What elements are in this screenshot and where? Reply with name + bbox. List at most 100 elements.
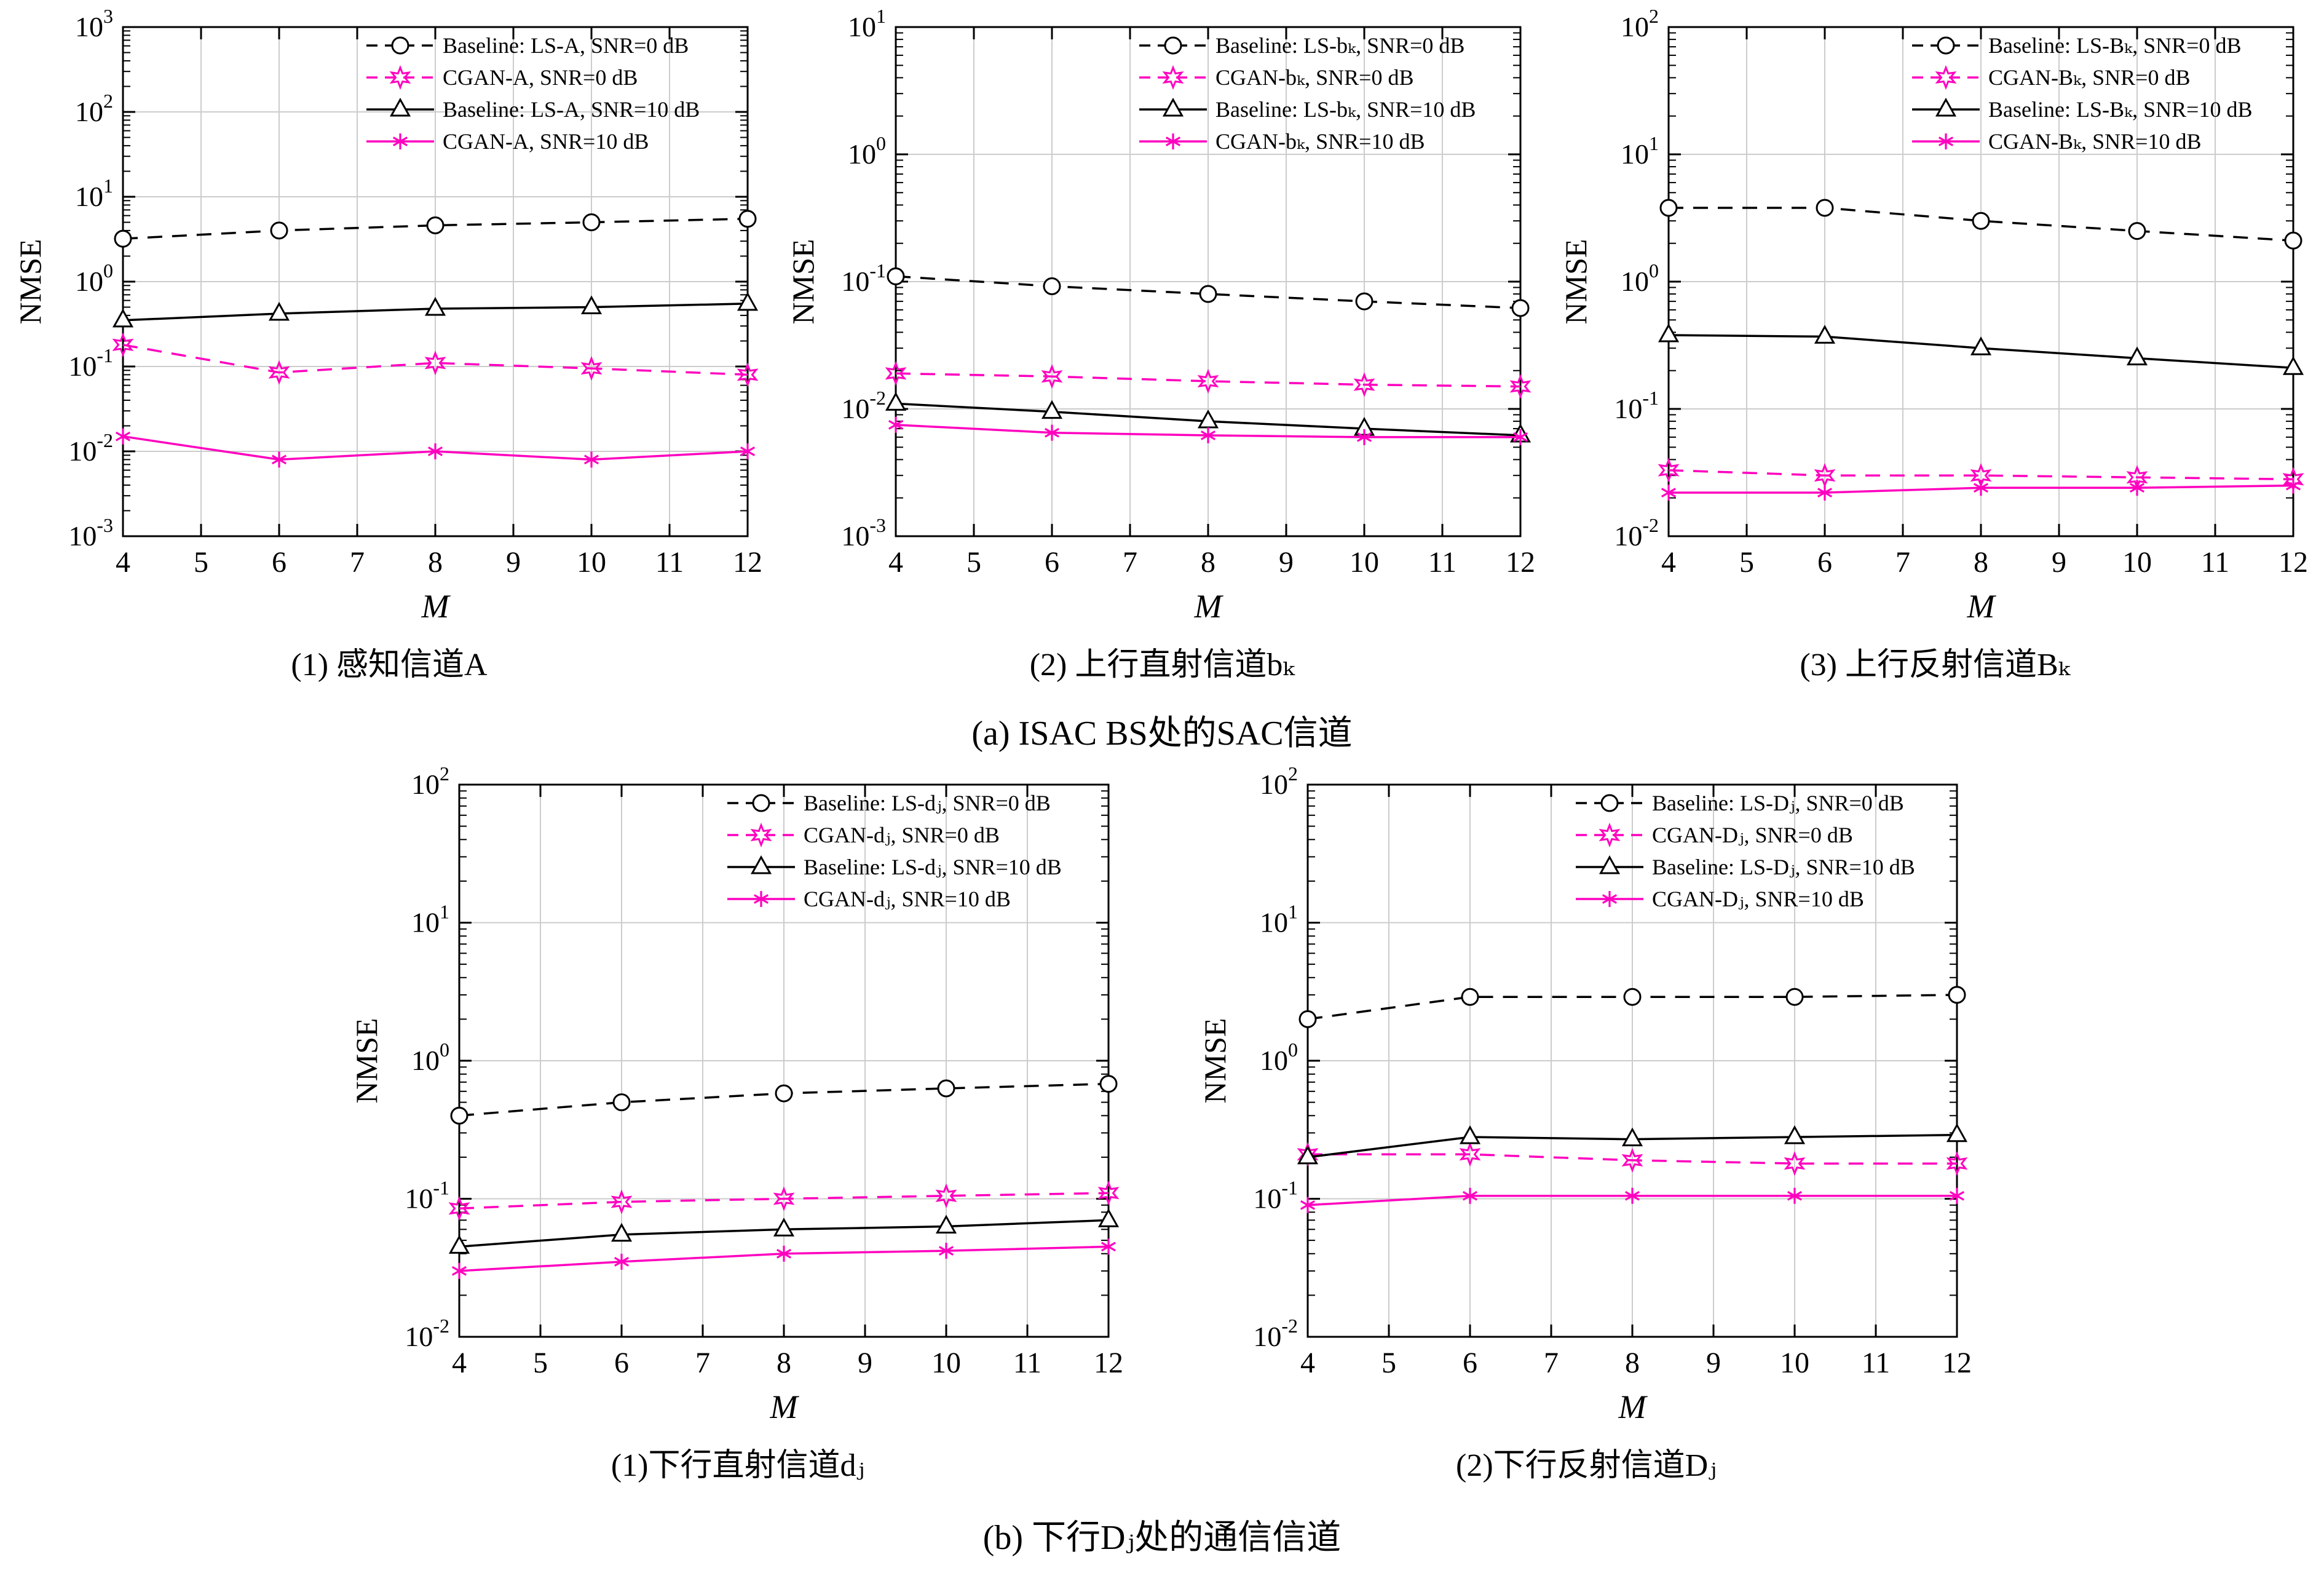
svg-text:100: 100 [1621,259,1659,297]
isac-nmse-figure: 10-3 10-2 10-1 100 101 102 103 4 5 6 7 8 9 10 11 12 M NMS… [0,9,2324,1557]
svg-text:NMSE: NMSE [1559,239,1593,325]
uplink-direct-bk-plot: 10-3 10-2 10-1 100 101 4 5 6 7 8 9 10 11 12 M NMSE Basel… [784,9,1540,630]
svg-text:CGAN-A, SNR=0 dB: CGAN-A, SNR=0 dB [443,65,638,90]
svg-text:7: 7 [350,546,365,579]
svg-text:4: 4 [116,546,130,579]
svg-text:100: 100 [848,132,886,170]
sensing-A-plot: 10-3 10-2 10-1 100 101 102 103 4 5 6 7 8 9 10 11 12 M NMS… [11,9,767,630]
svg-text:11: 11 [1428,546,1456,579]
svg-text:10-3: 10-3 [68,514,113,552]
svg-text:9: 9 [1279,546,1294,579]
chart-caption-2: (2) 上行直射信道bₖ [1029,647,1295,683]
svg-text:8: 8 [1201,546,1215,579]
svg-text:NMSE: NMSE [786,239,820,325]
svg-text:6: 6 [1463,1347,1477,1379]
svg-text:CGAN-bₖ, SNR=10 dB: CGAN-bₖ, SNR=10 dB [1215,129,1425,154]
svg-text:CGAN-Bₖ, SNR=10 dB: CGAN-Bₖ, SNR=10 dB [1988,129,2201,154]
svg-text:M: M [1194,588,1224,625]
svg-text:10: 10 [931,1347,961,1379]
svg-text:12: 12 [2279,546,2308,579]
chart-downlink-reflected-Dj: 10-2 10-1 100 101 102 4 5 6 7 8 9 10 11 12 M NMSE Baseli… [1196,766,1977,1485]
svg-text:10-1: 10-1 [405,1177,449,1214]
svg-text:10: 10 [1780,1347,1809,1379]
svg-text:M: M [421,588,451,625]
svg-text:CGAN-Dⱼ, SNR=10 dB: CGAN-Dⱼ, SNR=10 dB [1652,887,1864,911]
svg-text:4: 4 [452,1347,467,1379]
svg-text:4: 4 [1300,1347,1315,1379]
chart-sensing-A: 10-3 10-2 10-1 100 101 102 103 4 5 6 7 8 9 10 11 12 M NMS… [11,9,767,684]
svg-text:CGAN-A, SNR=10 dB: CGAN-A, SNR=10 dB [443,129,649,154]
chart-caption-4: (1)下行直射信道dⱼ [611,1448,865,1483]
svg-text:8: 8 [428,546,443,579]
svg-text:Baseline: LS-A, SNR=10 dB: Baseline: LS-A, SNR=10 dB [443,97,700,122]
svg-text:9: 9 [2052,546,2066,579]
chart-downlink-direct-dj: 10-2 10-1 100 101 102 4 5 6 7 8 9 10 11 12 M NMSE Baseli… [347,766,1128,1485]
svg-text:8: 8 [1974,546,1988,579]
svg-text:8: 8 [777,1347,791,1379]
svg-text:M: M [770,1388,800,1425]
svg-text:4: 4 [888,546,903,579]
subfigure-row-b: 10-2 10-1 100 101 102 4 5 6 7 8 9 10 11 12 M NMSE Baseli… [0,766,2324,1485]
svg-text:10-2: 10-2 [1614,514,1659,552]
caption-subfigure-a: (a) ISAC BS处的SAC信道 [971,715,1353,753]
svg-text:NMSE: NMSE [13,239,47,325]
svg-text:7: 7 [1123,546,1137,579]
svg-text:10: 10 [2122,546,2152,579]
svg-text:9: 9 [1706,1347,1721,1379]
caption-subfigure-b: (b) 下行Dⱼ处的通信信道 [982,1519,1342,1557]
svg-text:12: 12 [1094,1347,1123,1379]
svg-text:7: 7 [1544,1347,1559,1379]
downlink-direct-dj-plot: 10-2 10-1 100 101 102 4 5 6 7 8 9 10 11 12 M NMSE Baseli… [347,766,1128,1430]
svg-text:101: 101 [1621,132,1659,170]
svg-text:12: 12 [733,546,762,579]
svg-text:101: 101 [1260,901,1298,938]
svg-text:10: 10 [577,546,606,579]
svg-text:10-1: 10-1 [1253,1177,1298,1214]
svg-text:10-1: 10-1 [68,344,113,382]
svg-text:5: 5 [533,1347,548,1379]
svg-text:6: 6 [614,1347,629,1379]
svg-text:10-3: 10-3 [841,514,886,552]
svg-text:10-1: 10-1 [1614,387,1659,424]
svg-text:Baseline: LS-Bₖ, SNR=0 dB: Baseline: LS-Bₖ, SNR=0 dB [1988,33,2241,58]
svg-text:12: 12 [1506,546,1535,579]
svg-text:Baseline: LS-bₖ, SNR=10 dB: Baseline: LS-bₖ, SNR=10 dB [1215,97,1476,122]
svg-text:101: 101 [411,901,449,938]
chart-caption-5: (2)下行反射信道Dⱼ [1456,1448,1717,1483]
chart-uplink-reflected-Bk: 10-2 10-1 100 101 102 4 5 6 7 8 9 10 11 12 M NMSE Baseli… [1557,9,2313,684]
svg-text:10-1: 10-1 [841,259,886,297]
svg-text:CGAN-Dⱼ, SNR=0 dB: CGAN-Dⱼ, SNR=0 dB [1652,823,1853,847]
svg-text:CGAN-dⱼ, SNR=0 dB: CGAN-dⱼ, SNR=0 dB [804,823,1000,847]
svg-text:101: 101 [75,175,113,212]
svg-text:6: 6 [1817,546,1832,579]
svg-text:10-2: 10-2 [1253,1315,1298,1352]
svg-text:11: 11 [2201,546,2229,579]
svg-text:11: 11 [655,546,684,579]
svg-text:CGAN-dⱼ, SNR=10 dB: CGAN-dⱼ, SNR=10 dB [804,887,1011,911]
svg-text:Baseline: LS-dⱼ, SNR=0 dB: Baseline: LS-dⱼ, SNR=0 dB [804,791,1051,815]
svg-text:NMSE: NMSE [1198,1018,1232,1104]
svg-text:8: 8 [1625,1347,1640,1379]
svg-text:11: 11 [1862,1347,1890,1379]
subfigure-row-a: 10-3 10-2 10-1 100 101 102 103 4 5 6 7 8 9 10 11 12 M NMS… [0,9,2324,684]
chart-caption-3: (3) 上行反射信道Bₖ [1800,647,2070,683]
uplink-reflected-Bk-plot: 10-2 10-1 100 101 102 4 5 6 7 8 9 10 11 12 M NMSE Baseli… [1557,9,2313,630]
svg-text:7: 7 [695,1347,710,1379]
svg-text:103: 103 [75,9,113,42]
svg-text:Baseline: LS-Bₖ, SNR=10 dB: Baseline: LS-Bₖ, SNR=10 dB [1988,97,2252,122]
svg-text:102: 102 [411,766,449,800]
svg-text:11: 11 [1013,1347,1041,1379]
svg-text:102: 102 [1260,766,1298,800]
svg-text:Baseline: LS-bₖ, SNR=0 dB: Baseline: LS-bₖ, SNR=0 dB [1215,33,1464,58]
svg-text:5: 5 [194,546,208,579]
svg-text:100: 100 [1260,1039,1298,1076]
svg-text:5: 5 [966,546,981,579]
svg-text:10: 10 [1350,546,1379,579]
svg-text:6: 6 [272,546,287,579]
svg-text:Baseline: LS-Dⱼ, SNR=0 dB: Baseline: LS-Dⱼ, SNR=0 dB [1652,791,1904,815]
svg-text:Baseline: LS-A, SNR=0 dB: Baseline: LS-A, SNR=0 dB [443,33,689,58]
svg-text:6: 6 [1045,546,1059,579]
svg-text:10-2: 10-2 [841,387,886,424]
svg-text:102: 102 [75,90,113,127]
svg-text:102: 102 [1621,9,1659,42]
